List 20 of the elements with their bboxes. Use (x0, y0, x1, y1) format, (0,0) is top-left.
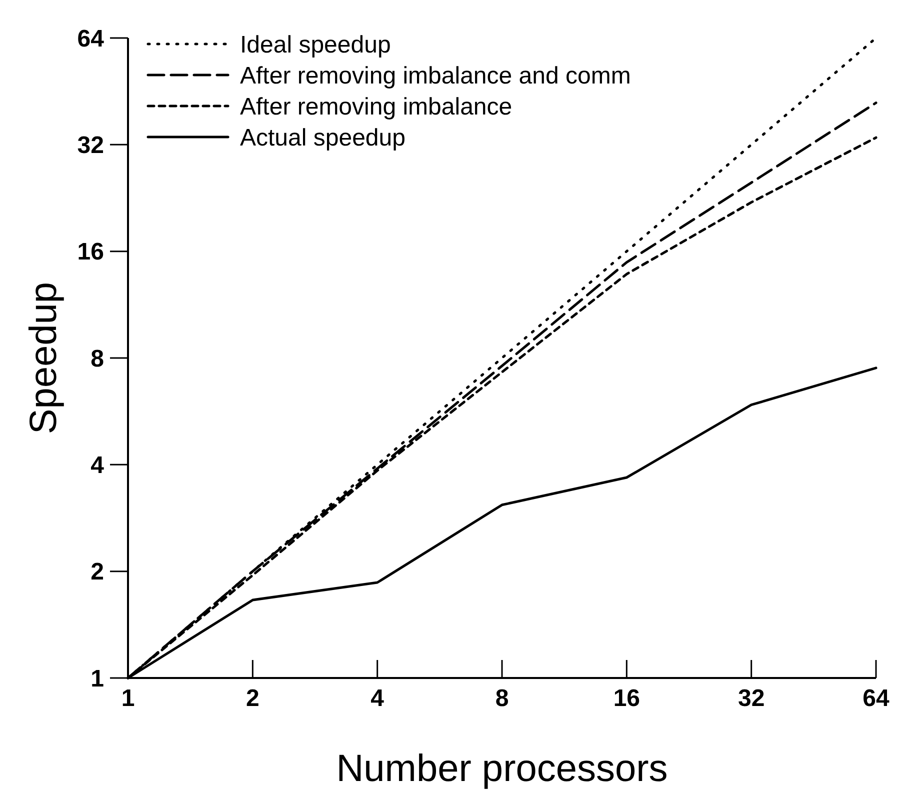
x-tick-label: 16 (613, 685, 640, 712)
x-axis-title: Number processors (336, 748, 668, 790)
x-tick-label: 32 (738, 685, 765, 712)
legend-label: Ideal speedup (240, 31, 391, 58)
y-tick-label: 8 (90, 345, 104, 372)
x-tick-label: 2 (246, 685, 260, 712)
legend-label: After removing imbalance (240, 93, 512, 120)
x-tick-label: 64 (862, 685, 890, 712)
x-tick-label: 1 (121, 685, 135, 712)
y-tick-label: 32 (77, 132, 104, 160)
y-axis-title: Speedup (23, 282, 65, 434)
y-tick-label: 2 (90, 558, 104, 586)
legend-label: Actual speedup (240, 124, 406, 152)
x-tick-label: 4 (370, 685, 385, 712)
x-tick-label: 8 (495, 685, 509, 712)
y-tick-label: 16 (77, 238, 104, 266)
y-tick-label: 1 (90, 665, 104, 692)
legend-label: After removing imbalance and comm (240, 62, 631, 90)
y-tick-label: 4 (90, 452, 105, 480)
y-tick-label: 64 (77, 25, 105, 52)
